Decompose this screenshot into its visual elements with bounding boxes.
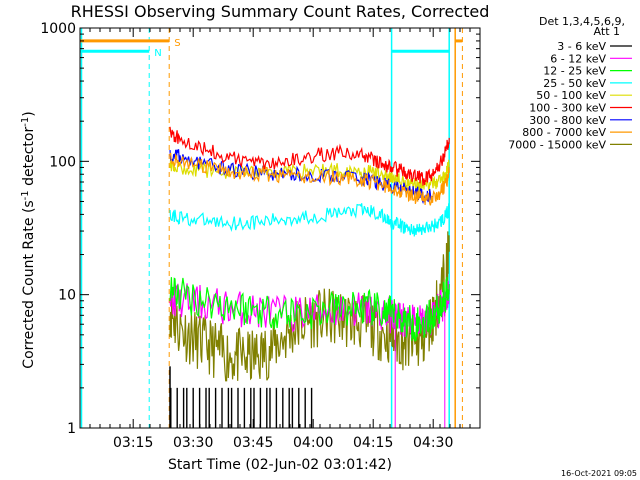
x-tick-label: 03:30 <box>173 435 213 451</box>
legend-entry: 50 - 100 keV <box>536 89 606 102</box>
legend-header: Att 1 <box>594 25 620 38</box>
legend-entry: 7000 - 15000 keV <box>508 138 606 151</box>
plot-area: SN <box>80 28 463 428</box>
y-axis-label-part3: ) <box>21 111 37 116</box>
legend-header: Det 1,3,4,5,6,9, <box>539 15 625 28</box>
legend-entry: 100 - 300 keV <box>529 102 606 115</box>
series-line <box>169 276 450 342</box>
x-tick-label: 04:30 <box>413 435 453 451</box>
flag-label: N <box>154 48 161 59</box>
series-line <box>169 152 450 206</box>
x-tick-label: 03:15 <box>113 435 153 451</box>
x-axis-label: Start Time (02-Jun-02 03:01:42) <box>168 457 392 473</box>
y-axis-label-sup1: -1 <box>20 190 31 200</box>
chart-title: RHESSI Observing Summary Count Rates, Co… <box>71 2 490 21</box>
legend-entry: 6 - 12 keV <box>550 52 606 65</box>
legend-entry: 800 - 7000 keV <box>522 126 606 139</box>
x-tick-label: 03:45 <box>233 435 273 451</box>
y-tick-label: 1 <box>67 421 76 437</box>
legend-entry: 12 - 25 keV <box>543 65 606 78</box>
series-line <box>169 126 450 186</box>
y-tick-label: 100 <box>49 154 76 170</box>
y-axis-label-part1: Corrected Count Rate (s <box>21 200 37 368</box>
y-tick-label: 1000 <box>40 21 76 37</box>
y-axis-label-sup2: -1 <box>20 117 31 127</box>
series-line <box>169 203 450 237</box>
flag-label: S <box>174 38 180 49</box>
y-tick-label: 10 <box>58 288 76 304</box>
axes: 1 10 100 1000 03:15 03:30 03:45 04:00 04:15 04:30 <box>40 21 481 451</box>
x-tick-label: 04:00 <box>293 435 333 451</box>
y-axis-label-part2: detector <box>21 127 37 191</box>
y-axis-label: Corrected Count Rate (s-1 detector-1) <box>20 111 37 368</box>
legend-entry: 3 - 6 keV <box>557 40 606 53</box>
x-tick-label: 04:15 <box>353 435 393 451</box>
timestamp: 16-Oct-2021 09:05 <box>561 469 637 478</box>
legend-entry: 25 - 50 keV <box>543 77 606 90</box>
legend-entry: 300 - 800 keV <box>529 114 606 127</box>
